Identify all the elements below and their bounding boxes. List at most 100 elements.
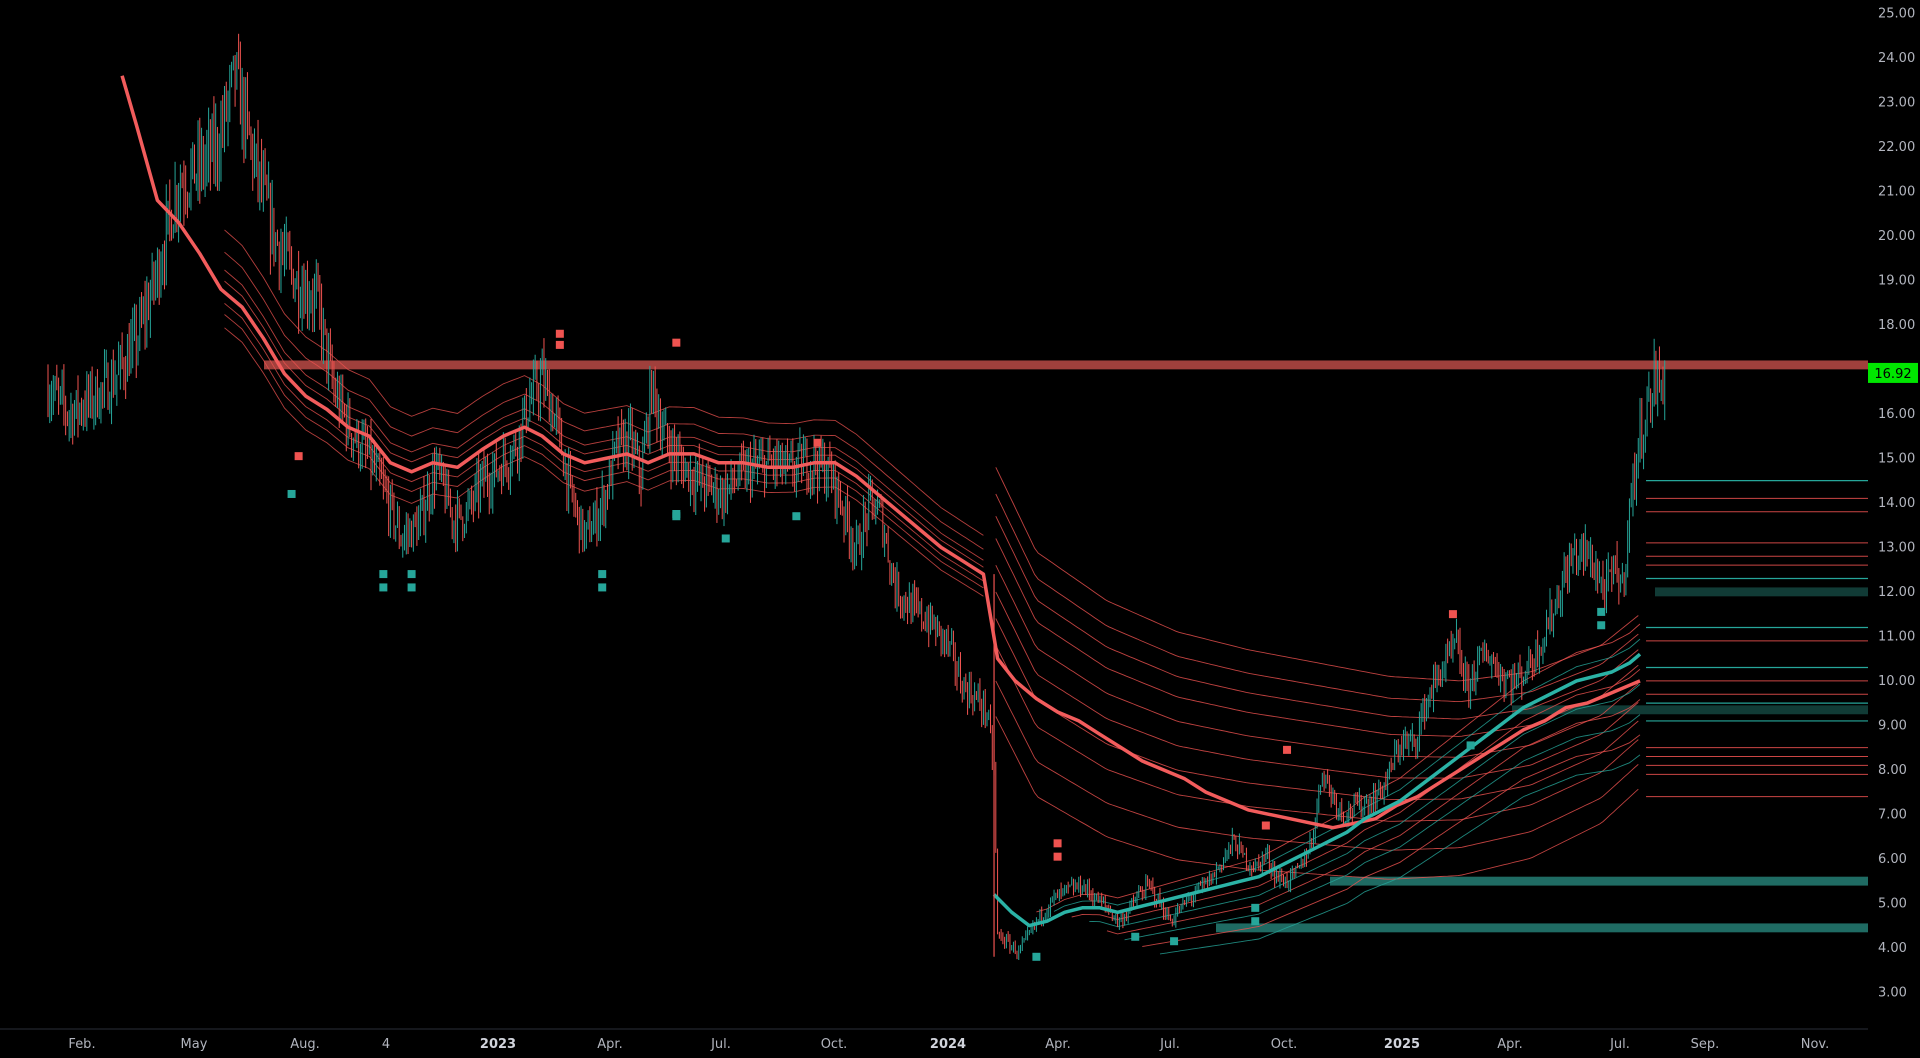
time-tick-label: Feb. bbox=[68, 1037, 95, 1052]
price-tick-label: 22.00 bbox=[1878, 140, 1915, 155]
buy-signal-marker bbox=[379, 570, 388, 579]
support-band-line bbox=[1124, 714, 1641, 941]
support-zone bbox=[1655, 587, 1868, 597]
time-tick-label: Sep. bbox=[1691, 1037, 1720, 1052]
price-tick-label: 7.00 bbox=[1878, 807, 1907, 822]
sell-signal-marker bbox=[813, 438, 822, 447]
time-tick-label: Apr. bbox=[597, 1037, 622, 1052]
resistance-band-line bbox=[995, 716, 1639, 880]
buy-signal-marker bbox=[1032, 952, 1041, 961]
price-tick-label: 12.00 bbox=[1878, 585, 1915, 600]
resistance-band-line bbox=[995, 680, 1639, 851]
price-tick-label: 21.00 bbox=[1878, 184, 1915, 199]
support-band-line bbox=[1142, 734, 1641, 947]
buy-signal-marker bbox=[1251, 917, 1260, 926]
resistance-band-line bbox=[224, 251, 984, 550]
sell-signal-marker bbox=[1448, 610, 1457, 619]
time-tick-label: Oct. bbox=[821, 1037, 848, 1052]
buy-signal-marker bbox=[1466, 741, 1475, 750]
resistance-band-line bbox=[224, 269, 984, 561]
time-tick-label: Apr. bbox=[1497, 1037, 1522, 1052]
time-tick-label: 2024 bbox=[930, 1037, 966, 1052]
last-price-label: 16.92 bbox=[1874, 367, 1911, 382]
time-tick-label: May bbox=[181, 1037, 208, 1052]
time-tick-label: Nov. bbox=[1801, 1037, 1830, 1052]
sell-signal-marker bbox=[555, 340, 564, 349]
price-tick-label: 15.00 bbox=[1878, 451, 1915, 466]
time-tick-label: Jul. bbox=[1159, 1037, 1180, 1052]
resistance-band-line bbox=[995, 516, 1639, 720]
buy-signal-marker bbox=[407, 570, 416, 579]
sell-signal-marker bbox=[1261, 821, 1270, 830]
support-zone bbox=[1512, 705, 1868, 715]
candlesticks bbox=[47, 33, 1666, 960]
buy-signal-marker bbox=[407, 583, 416, 592]
sell-signal-marker bbox=[672, 338, 681, 347]
price-tick-label: 25.00 bbox=[1878, 6, 1915, 21]
time-tick-label: 2023 bbox=[480, 1037, 516, 1052]
price-tick-label: 23.00 bbox=[1878, 95, 1915, 110]
price-axis[interactable]: 3.00 4.00 5.00 6.00 7.00 8.00 9.00 10.00 11.00 12… bbox=[1878, 6, 1915, 1000]
sell-signal-marker bbox=[294, 452, 303, 461]
price-tick-label: 20.00 bbox=[1878, 229, 1915, 244]
buy-signal-marker bbox=[672, 510, 681, 518]
buy-signal-marker bbox=[287, 489, 296, 498]
sell-signal-marker bbox=[555, 329, 564, 338]
sell-signal-marker bbox=[1283, 745, 1292, 754]
price-tick-label: 24.00 bbox=[1878, 51, 1915, 66]
time-tick-label: Aug. bbox=[290, 1037, 320, 1052]
resistance-band-line bbox=[224, 314, 984, 589]
buy-signal-marker bbox=[1131, 932, 1140, 941]
price-tick-label: 18.00 bbox=[1878, 318, 1915, 333]
price-tick-label: 8.00 bbox=[1878, 763, 1907, 778]
support-band-line bbox=[1159, 754, 1641, 955]
resistance-band-line bbox=[995, 565, 1639, 758]
last-price-badge-bg bbox=[1868, 362, 1918, 383]
buy-signal-marker bbox=[1597, 607, 1606, 616]
buy-signal-marker bbox=[1251, 903, 1260, 912]
main-support-vwap bbox=[992, 652, 1642, 928]
buy-signal-marker bbox=[1597, 621, 1606, 630]
sell-signal-marker bbox=[1053, 839, 1062, 848]
buy-signal-marker bbox=[598, 570, 607, 579]
resistance-band-line bbox=[995, 618, 1639, 801]
time-axis[interactable]: Feb. May Aug. 4 2023 Apr. Jul. Oct. 2024 Apr. Jul.… bbox=[0, 1028, 1868, 1052]
last-price-badge: 16.92 bbox=[1868, 362, 1918, 383]
resistance-band-line bbox=[224, 280, 984, 568]
price-tick-label: 5.00 bbox=[1878, 896, 1907, 911]
buy-signal-marker bbox=[598, 583, 607, 592]
time-tick-label: 4 bbox=[382, 1037, 390, 1052]
support-zone bbox=[1216, 923, 1868, 933]
buy-signal-marker bbox=[792, 512, 801, 521]
price-tick-label: 14.00 bbox=[1878, 496, 1915, 511]
support-band-line bbox=[1106, 699, 1641, 935]
time-tick-label: Jul. bbox=[1609, 1037, 1630, 1052]
vwap-bands bbox=[224, 229, 1641, 955]
price-tick-label: 11.00 bbox=[1878, 629, 1915, 644]
price-tick-label: 16.00 bbox=[1878, 407, 1915, 422]
main-resistance-vwap bbox=[120, 75, 1641, 830]
resistance-band-line bbox=[224, 303, 984, 582]
resistance-zone bbox=[264, 360, 1868, 370]
vwap-main-lines bbox=[120, 75, 1642, 957]
signal-markers bbox=[287, 329, 1606, 961]
support-band-line bbox=[1071, 668, 1641, 920]
support-zone bbox=[1330, 876, 1868, 886]
time-tick-label: Apr. bbox=[1045, 1037, 1070, 1052]
price-tick-label: 13.00 bbox=[1878, 540, 1915, 555]
buy-signal-marker bbox=[1170, 937, 1179, 946]
time-tick-label: 2025 bbox=[1384, 1037, 1420, 1052]
resistance-band-line bbox=[995, 467, 1639, 682]
price-tick-label: 6.00 bbox=[1878, 852, 1907, 867]
price-tick-label: 9.00 bbox=[1878, 718, 1907, 733]
time-tick-label: Oct. bbox=[1271, 1037, 1298, 1052]
resistance-band-line bbox=[224, 229, 984, 536]
buy-signal-marker bbox=[379, 583, 388, 592]
resistance-band-line bbox=[995, 493, 1639, 703]
horizontal-levels bbox=[1646, 480, 1868, 798]
sell-signal-marker bbox=[1053, 852, 1062, 861]
price-zones bbox=[264, 360, 1868, 933]
resistance-band-line bbox=[995, 591, 1639, 779]
price-tick-label: 19.00 bbox=[1878, 273, 1915, 288]
